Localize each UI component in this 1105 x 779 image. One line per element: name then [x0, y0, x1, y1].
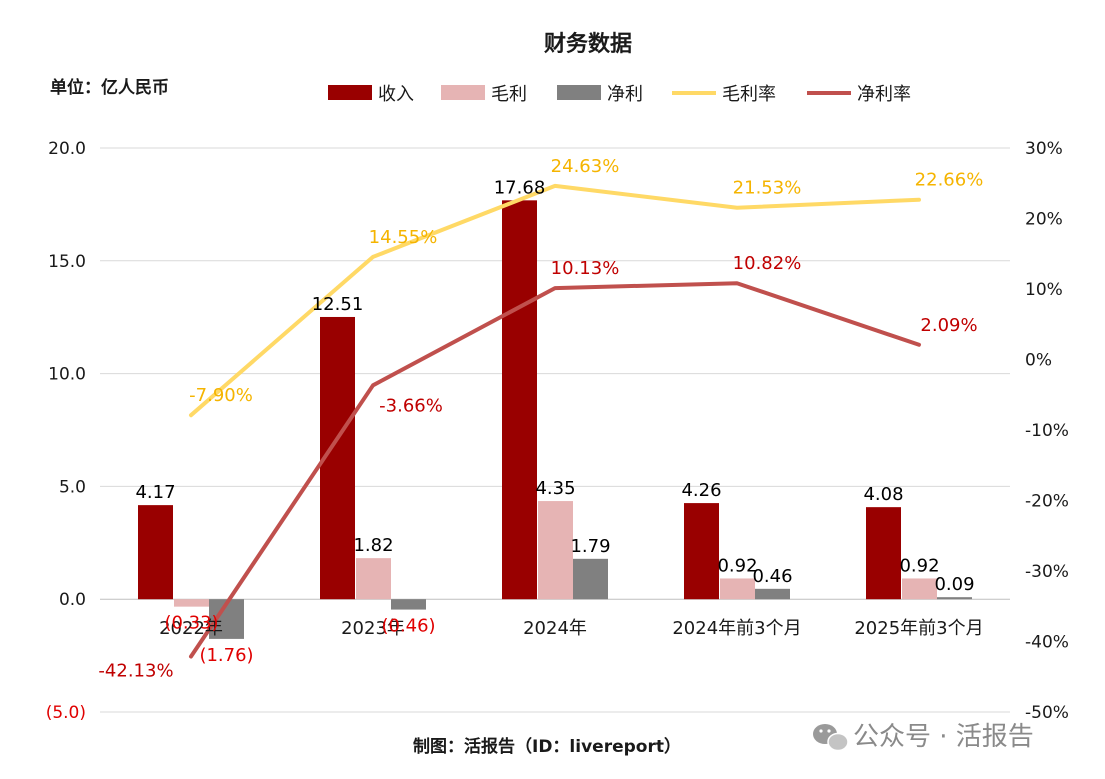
wechat-icon — [813, 724, 849, 752]
line-data-label: 10.13% — [551, 258, 620, 279]
left-axis-tick-label: (5.0) — [46, 703, 86, 723]
bar-data-label: 0.46 — [752, 566, 792, 587]
bar-data-label: 0.09 — [934, 574, 974, 595]
line-毛利率 — [189, 183, 921, 418]
bar-data-label: 1.82 — [353, 535, 393, 556]
bar-data-label: 4.08 — [863, 484, 903, 505]
right-axis-tick-label: 30% — [1025, 139, 1063, 159]
bar-收入 — [684, 503, 719, 600]
bar-毛利 — [174, 599, 209, 607]
watermark-text: 公众号 · 活报告 — [853, 722, 1034, 752]
line-data-label: 22.66% — [915, 170, 984, 191]
right-axis-tick-label: -40% — [1025, 633, 1069, 653]
bar-毛利 — [538, 501, 573, 600]
right-axis-tick-label: -30% — [1025, 562, 1069, 582]
bar-收入 — [502, 200, 537, 600]
line-data-label: 10.82% — [733, 253, 802, 274]
bar-data-label: (0.46) — [381, 616, 435, 637]
right-axis-tick-label: -10% — [1025, 421, 1069, 441]
bar-data-label: 4.35 — [535, 478, 575, 499]
bar-净利 — [755, 588, 790, 600]
bar-毛利 — [356, 558, 391, 600]
left-axis-tick-label: 20.0 — [48, 139, 86, 159]
bar-净利 — [573, 558, 608, 600]
left-axis-tick-label: 10.0 — [48, 365, 86, 385]
credit-text: 制图：活报告（ID：livereport） — [413, 736, 681, 757]
legend-label: 毛利率 — [722, 84, 776, 105]
axis-tick-labels: 20.0 15.0 10.0 5.0 0.0 (5.0) 30% 20% 10% 0% -10% -2… — [46, 139, 1069, 723]
legend-swatch — [441, 85, 485, 100]
bar-收入 — [866, 507, 901, 600]
legend-label: 收入 — [378, 84, 414, 105]
line-data-label: -42.13% — [98, 661, 173, 682]
line-series-group — [189, 183, 921, 659]
bar-data-label: 1.79 — [570, 536, 610, 557]
legend-label: 毛利 — [491, 84, 527, 105]
bar-毛利 — [902, 578, 937, 600]
line-data-label: 24.63% — [551, 156, 620, 177]
right-axis-tick-label: -20% — [1025, 492, 1069, 512]
bar-data-label: 12.51 — [312, 294, 364, 315]
bar-series-group — [138, 200, 972, 639]
unit-label: 单位：亿人民币 — [50, 77, 169, 98]
category-label: 2022年 — [159, 618, 223, 639]
legend-label: 净利 — [607, 84, 643, 105]
legend-label: 净利率 — [857, 84, 911, 105]
line-净利率 — [189, 281, 921, 659]
bar-data-label: 0.92 — [899, 555, 939, 576]
legend-swatch — [557, 85, 601, 100]
category-label: 2023年 — [341, 618, 405, 639]
bar-净利 — [937, 597, 972, 600]
left-axis-tick-label: 0.0 — [59, 590, 86, 610]
left-axis-tick-label: 5.0 — [59, 477, 86, 497]
right-axis-tick-label: 0% — [1025, 351, 1052, 371]
data-labels: 4.17 12.51 17.68 4.26 4.08 (0.33) 1.82 4.35 0.92… — [98, 156, 983, 682]
legend: 收入 毛利 净利 毛利率 净利率 — [328, 84, 911, 105]
line-data-label: 14.55% — [369, 227, 438, 248]
bar-data-label: (0.33) — [164, 613, 218, 634]
right-axis-tick-label: -50% — [1025, 703, 1069, 723]
bar-净利 — [391, 599, 426, 610]
line-data-label: -3.66% — [379, 395, 443, 416]
chart-title: 财务数据 — [544, 31, 632, 57]
line-data-label: 2.09% — [920, 315, 977, 336]
line-data-label: -7.90% — [189, 385, 253, 406]
bar-data-label: 4.17 — [135, 482, 175, 503]
line-data-label: 21.53% — [733, 178, 802, 199]
legend-swatch — [328, 85, 372, 100]
bar-收入 — [138, 505, 173, 600]
bar-data-label: (1.76) — [199, 645, 253, 666]
right-axis-tick-label: 20% — [1025, 210, 1063, 230]
category-label: 2025年前3个月 — [854, 618, 983, 639]
bar-data-label: 0.92 — [717, 555, 757, 576]
category-label: 2024年 — [523, 618, 587, 639]
bar-data-label: 4.26 — [681, 480, 721, 501]
category-label: 2024年前3个月 — [672, 618, 801, 639]
bar-毛利 — [720, 578, 755, 600]
bar-data-label: 17.68 — [494, 177, 546, 198]
right-axis-tick-label: 10% — [1025, 280, 1063, 300]
left-axis-tick-label: 15.0 — [48, 252, 86, 272]
